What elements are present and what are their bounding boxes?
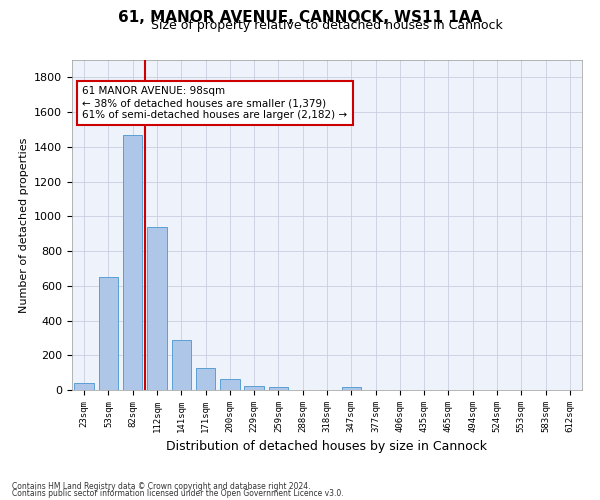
Bar: [99, 277, 118, 390]
Bar: [220, 378, 239, 390]
Title: Size of property relative to detached houses in Cannock: Size of property relative to detached ho…: [151, 20, 503, 32]
Bar: [341, 388, 361, 390]
Bar: [147, 226, 167, 390]
Bar: [172, 340, 191, 390]
Text: 61 MANOR AVENUE: 98sqm
← 38% of detached houses are smaller (1,379)
61% of semi-: 61 MANOR AVENUE: 98sqm ← 38% of detached…: [82, 86, 347, 120]
Text: 61, MANOR AVENUE, CANNOCK, WS11 1AA: 61, MANOR AVENUE, CANNOCK, WS11 1AA: [118, 10, 482, 25]
Bar: [269, 388, 288, 390]
X-axis label: Distribution of detached houses by size in Cannock: Distribution of detached houses by size …: [167, 440, 487, 454]
Bar: [244, 386, 264, 390]
Bar: [74, 383, 94, 390]
Text: Contains HM Land Registry data © Crown copyright and database right 2024.: Contains HM Land Registry data © Crown c…: [12, 482, 311, 491]
Y-axis label: Number of detached properties: Number of detached properties: [19, 138, 29, 312]
Bar: [196, 368, 215, 390]
Bar: [123, 134, 142, 390]
Text: Contains public sector information licensed under the Open Government Licence v3: Contains public sector information licen…: [12, 489, 344, 498]
